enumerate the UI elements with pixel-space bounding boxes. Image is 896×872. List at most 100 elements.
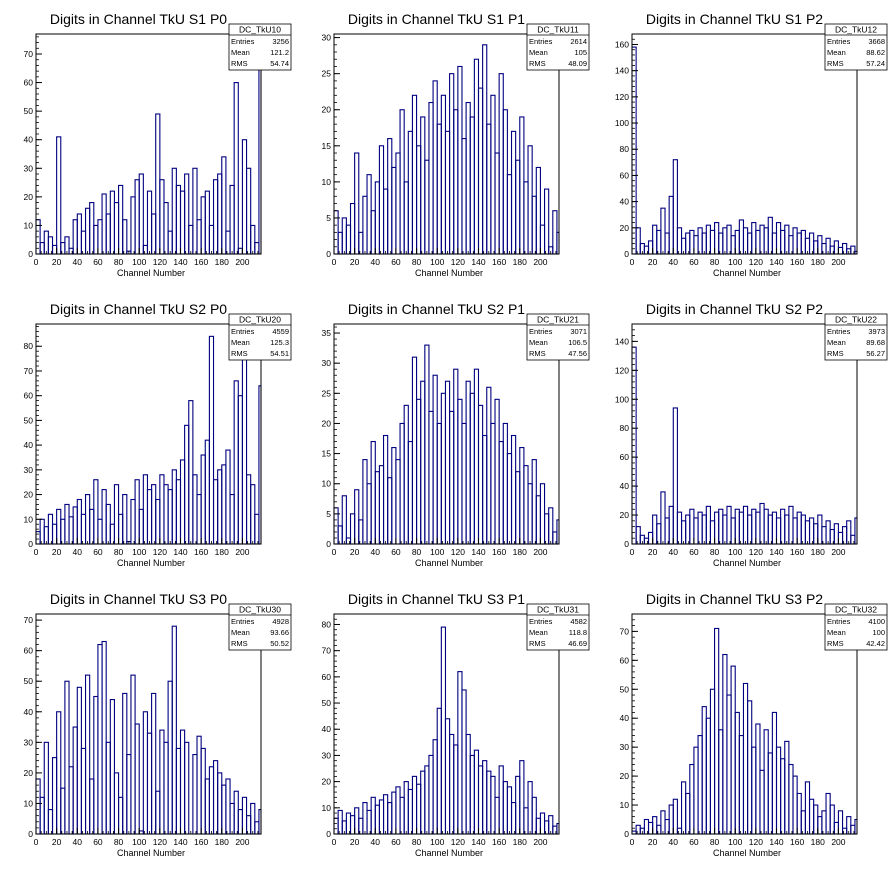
histogram-bin xyxy=(457,65,463,255)
histogram-bin xyxy=(747,232,753,255)
histogram-bin xyxy=(246,167,252,255)
plot-frame xyxy=(35,613,262,835)
histogram-bin xyxy=(217,772,223,835)
histogram-bin xyxy=(490,422,496,545)
histogram-bin xyxy=(47,236,54,255)
stats-box: DC_TkU31 Entries 4582 Mean 118.8 RMS 46.69 xyxy=(526,603,590,651)
histogram-bin xyxy=(366,483,372,545)
x-tick-label: 60 xyxy=(391,547,401,557)
histogram-bin xyxy=(817,816,823,835)
histogram-bin xyxy=(241,345,248,545)
histogram-bin xyxy=(490,775,496,835)
y-tick-label: 20 xyxy=(322,105,332,115)
histogram-bin xyxy=(722,514,728,545)
stat-value-entries: 4100 xyxy=(868,617,885,626)
y-tick-label: 70 xyxy=(24,366,34,376)
x-tick-label: 100 xyxy=(430,257,444,267)
x-tick-label: 180 xyxy=(513,257,527,267)
histogram-bin xyxy=(188,400,194,545)
histogram-bin xyxy=(229,494,235,545)
x-tick-label: 160 xyxy=(492,547,506,557)
histogram-bin xyxy=(175,184,182,255)
stat-value-rms: 50.52 xyxy=(270,639,289,648)
histogram-bin xyxy=(771,511,778,545)
histogram-bin xyxy=(527,483,533,545)
x-tick-label: 20 xyxy=(52,837,62,847)
histogram-bin xyxy=(833,240,839,255)
stat-value-rms: 56.27 xyxy=(866,349,885,358)
histogram-bin xyxy=(647,531,654,545)
histogram-bin xyxy=(250,484,256,545)
x-tick-label: 120 xyxy=(153,257,167,267)
stat-value-entries: 4582 xyxy=(570,617,587,626)
histogram-bin xyxy=(813,523,819,545)
histogram-svg: Digits in Channel TkU S1 P00 20 40 60 80 100 1… xyxy=(24,11,292,278)
y-tick-label: 140 xyxy=(615,336,629,346)
x-tick-label: 200 xyxy=(533,837,547,847)
stat-label-entries: Entries xyxy=(529,617,553,626)
histogram-bin xyxy=(341,495,347,545)
histogram-bin xyxy=(515,775,521,835)
histogram-bin xyxy=(697,511,703,545)
stat-label-mean: Mean xyxy=(529,628,548,637)
stat-value-entries: 3071 xyxy=(570,327,587,336)
x-tick-label: 60 xyxy=(689,837,699,847)
y-tick-label: 10 xyxy=(322,177,332,187)
x-tick-label: 100 xyxy=(132,837,146,847)
histogram-bin xyxy=(171,625,177,835)
histogram-bin xyxy=(730,665,736,835)
x-tick-label: 80 xyxy=(412,257,422,267)
histogram-bin xyxy=(407,788,413,835)
histogram-bin xyxy=(850,824,856,835)
histogram-bin xyxy=(254,513,260,545)
histogram-bin xyxy=(391,447,397,545)
histogram-bin xyxy=(142,244,149,255)
histogram-bin xyxy=(432,374,438,545)
x-tick-label: 80 xyxy=(114,837,124,847)
histogram-bin xyxy=(134,179,140,255)
histogram-bin xyxy=(498,440,504,545)
histogram-bin xyxy=(498,765,504,835)
x-axis-label: Channel Number xyxy=(415,268,483,278)
histogram-bin xyxy=(221,156,227,255)
x-tick-label: 200 xyxy=(831,257,845,267)
histogram-bin xyxy=(358,519,364,545)
x-tick-label: 80 xyxy=(412,547,422,557)
y-tick-label: 120 xyxy=(615,92,629,102)
histogram-name: DC_TkU12 xyxy=(835,25,877,35)
y-tick-label: 100 xyxy=(615,118,629,128)
histogram-bin xyxy=(420,380,426,545)
histogram-bin xyxy=(428,754,434,835)
histogram-bin xyxy=(680,781,687,835)
histogram-name: DC_TkU30 xyxy=(239,605,281,615)
x-tick-label: 20 xyxy=(350,257,360,267)
stat-label-rms: RMS xyxy=(827,639,844,648)
histogram-bin xyxy=(424,765,430,835)
histogram-bin xyxy=(387,802,393,835)
stat-value-mean: 100 xyxy=(872,628,885,637)
histogram-bin xyxy=(726,505,732,545)
histogram-bin xyxy=(113,202,120,255)
histogram-bin xyxy=(747,514,753,545)
histogram-bin xyxy=(486,123,492,255)
histogram-bin xyxy=(738,735,745,835)
histogram-bin xyxy=(685,514,691,545)
chart-title: Digits in Channel TkU S1 P2 xyxy=(646,11,823,27)
stat-label-mean: Mean xyxy=(827,628,846,637)
stats-box-frame xyxy=(824,603,888,651)
histogram-bin xyxy=(510,802,517,835)
x-axis-label: Channel Number xyxy=(713,558,781,568)
histogram-bin xyxy=(192,167,198,255)
histogram-bin xyxy=(403,181,409,255)
stat-label-entries: Entries xyxy=(827,617,851,626)
stat-value-mean: 105 xyxy=(574,48,587,57)
histogram-pad: Digits in Channel TkU S3 P1 0 20 40 60 80 100 1… xyxy=(298,580,596,870)
histogram-bin xyxy=(693,517,699,545)
stats-box-frame xyxy=(824,313,888,361)
histogram-bin xyxy=(387,477,393,545)
histogram-bin xyxy=(151,484,157,545)
histogram-bin xyxy=(502,109,508,255)
histogram-bin xyxy=(502,781,508,835)
x-tick-label: 200 xyxy=(235,547,249,557)
